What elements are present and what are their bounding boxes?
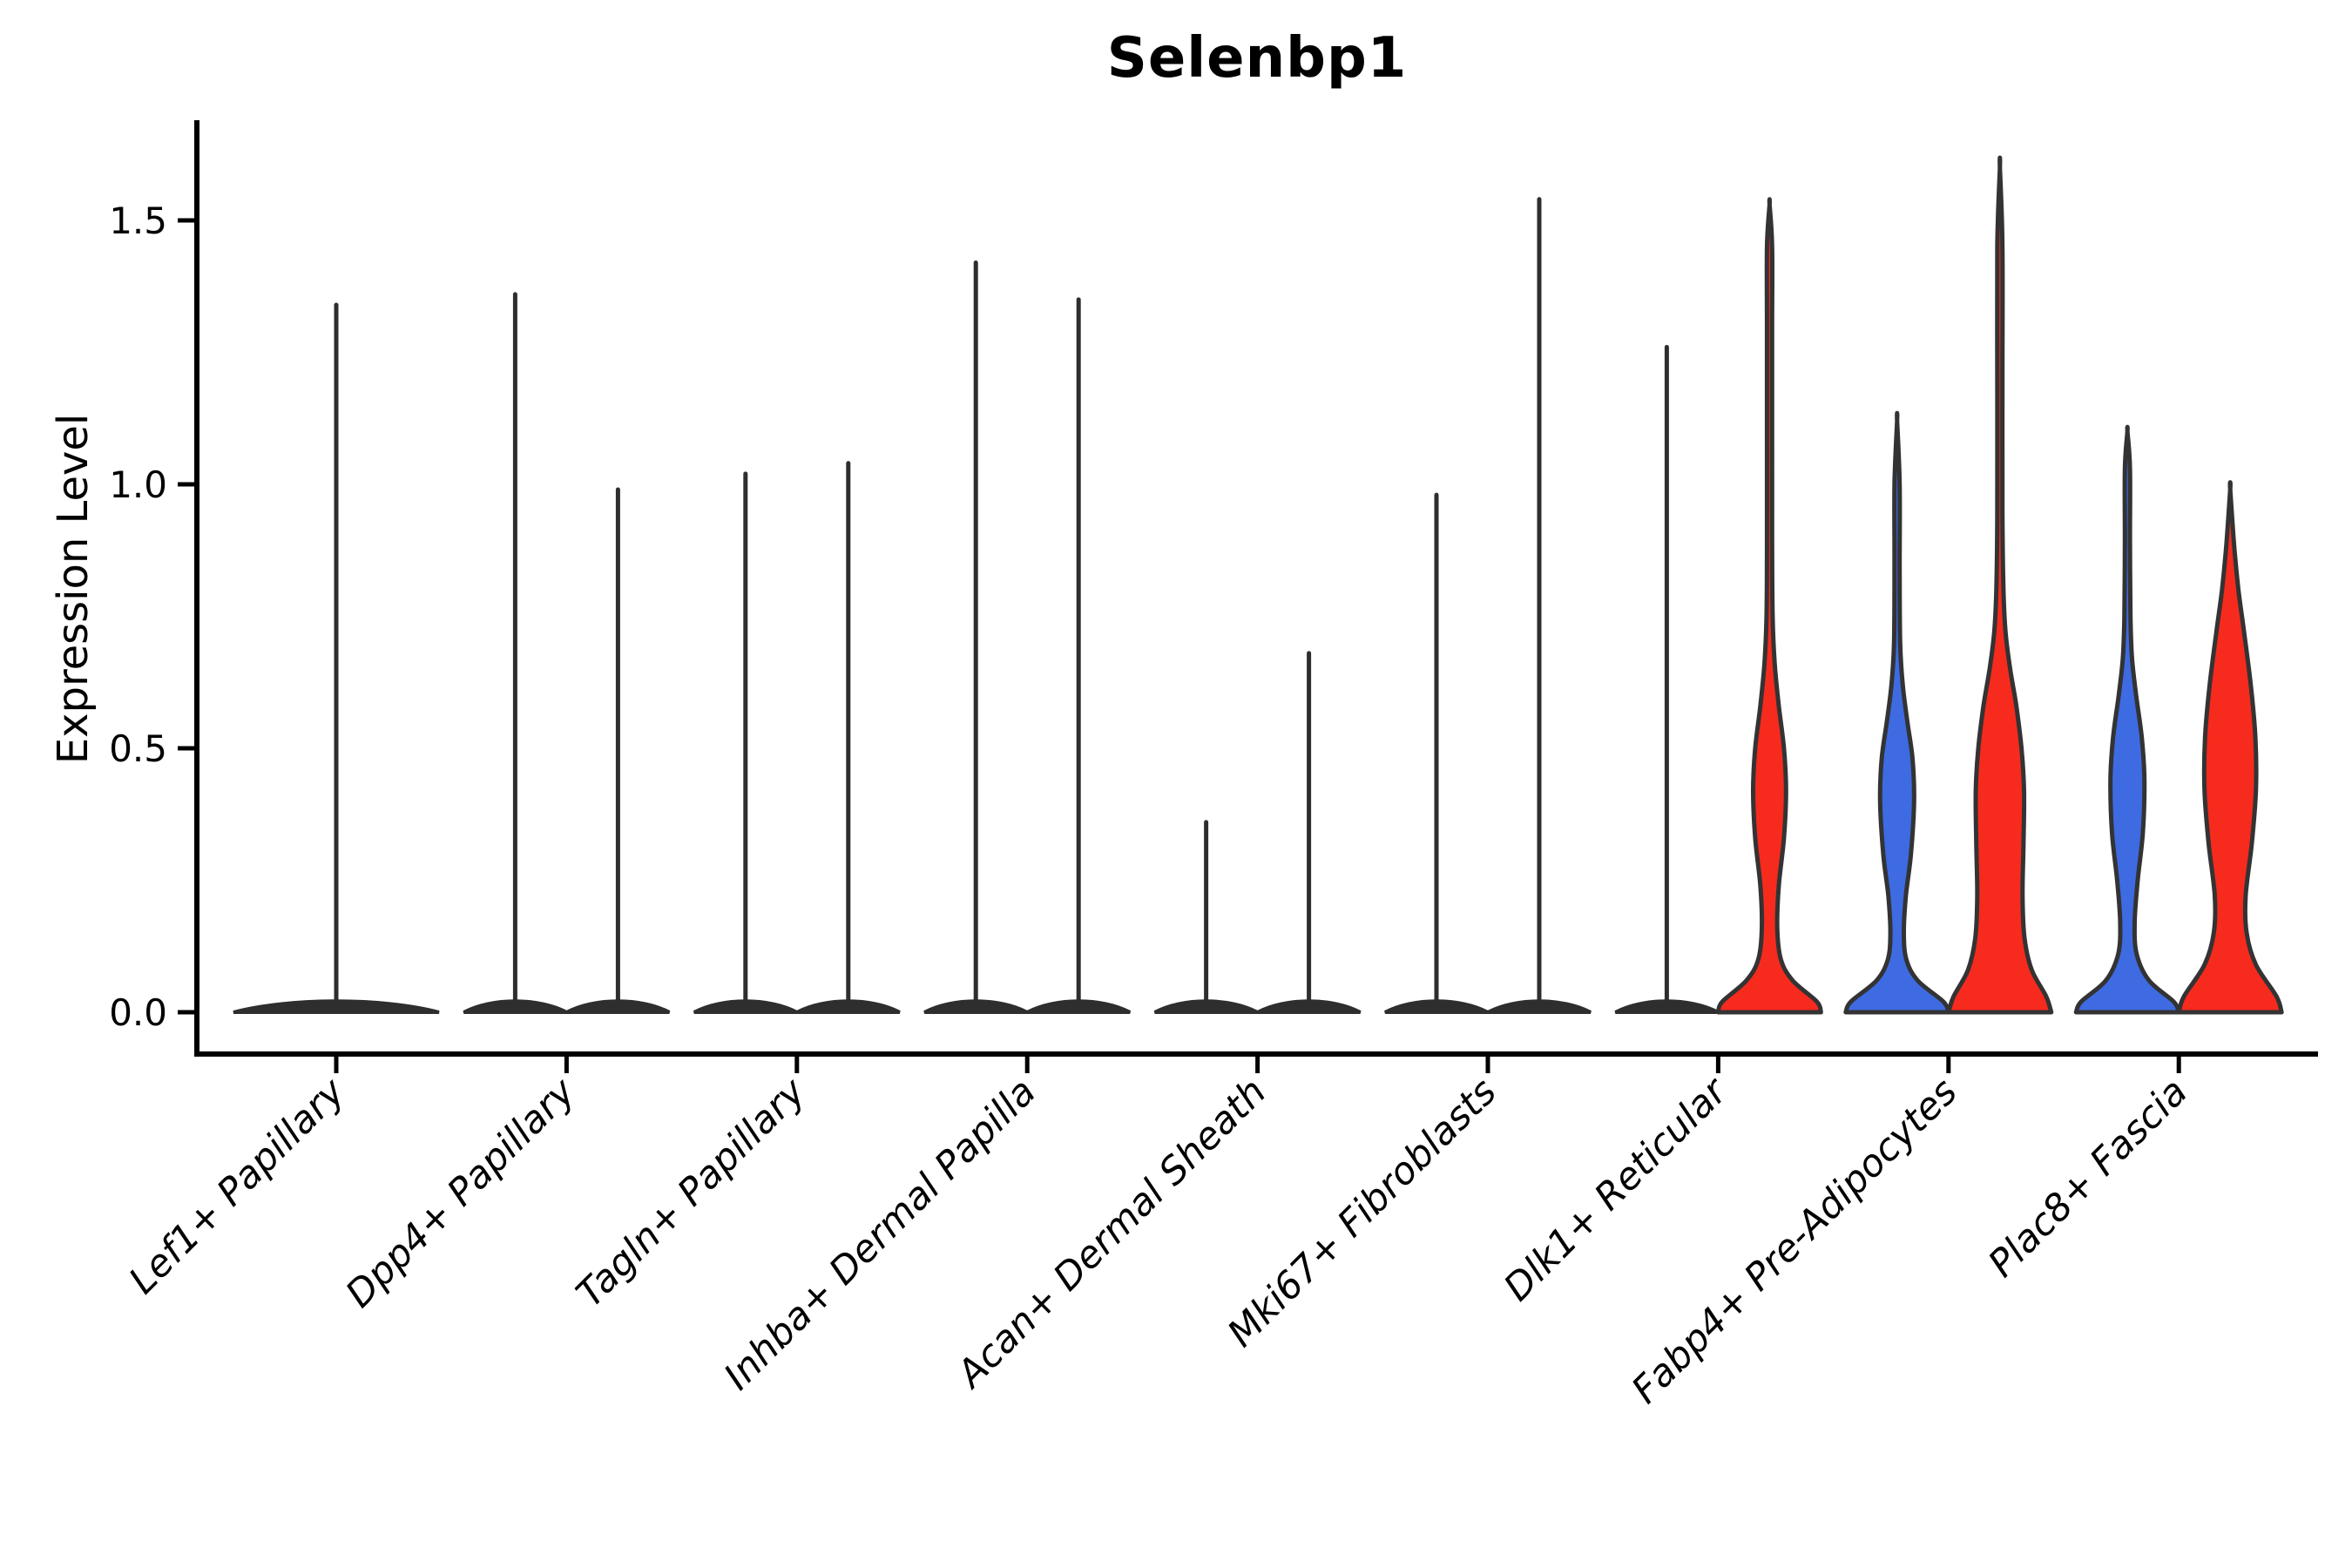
violin-fabp4-pre-adipocytes-right	[1946, 155, 2054, 1015]
violin-plac8-fascia-left	[2073, 424, 2181, 1015]
violin-dlk1-reticular-right	[1715, 197, 1823, 1015]
chart-title: Selenbp1	[1106, 26, 1408, 91]
violin-plac8-fascia-right	[2176, 480, 2284, 1015]
y-tick-label: 1.0	[109, 463, 167, 506]
violin-fabp4-pre-adipocytes-left	[1843, 410, 1951, 1015]
y-tick-label: 0.5	[109, 727, 167, 770]
x-tick-label-tagln-papillary: Tagln+ Papillary	[568, 1070, 814, 1316]
x-tick-label-dpp4-papillary: Dpp4+ Papillary	[338, 1070, 585, 1316]
y-tick-label: 0.0	[109, 991, 167, 1034]
x-tick-label-dlk1-reticular: Dlk1+ Reticular	[1496, 1069, 1737, 1310]
x-tick-label-plac8-fascia: Plac8+ Fascia	[1980, 1070, 2196, 1286]
x-tick-label-lef1-papillary: Lef1+ Papillary	[121, 1070, 354, 1302]
y-tick-label: 1.5	[109, 199, 167, 242]
